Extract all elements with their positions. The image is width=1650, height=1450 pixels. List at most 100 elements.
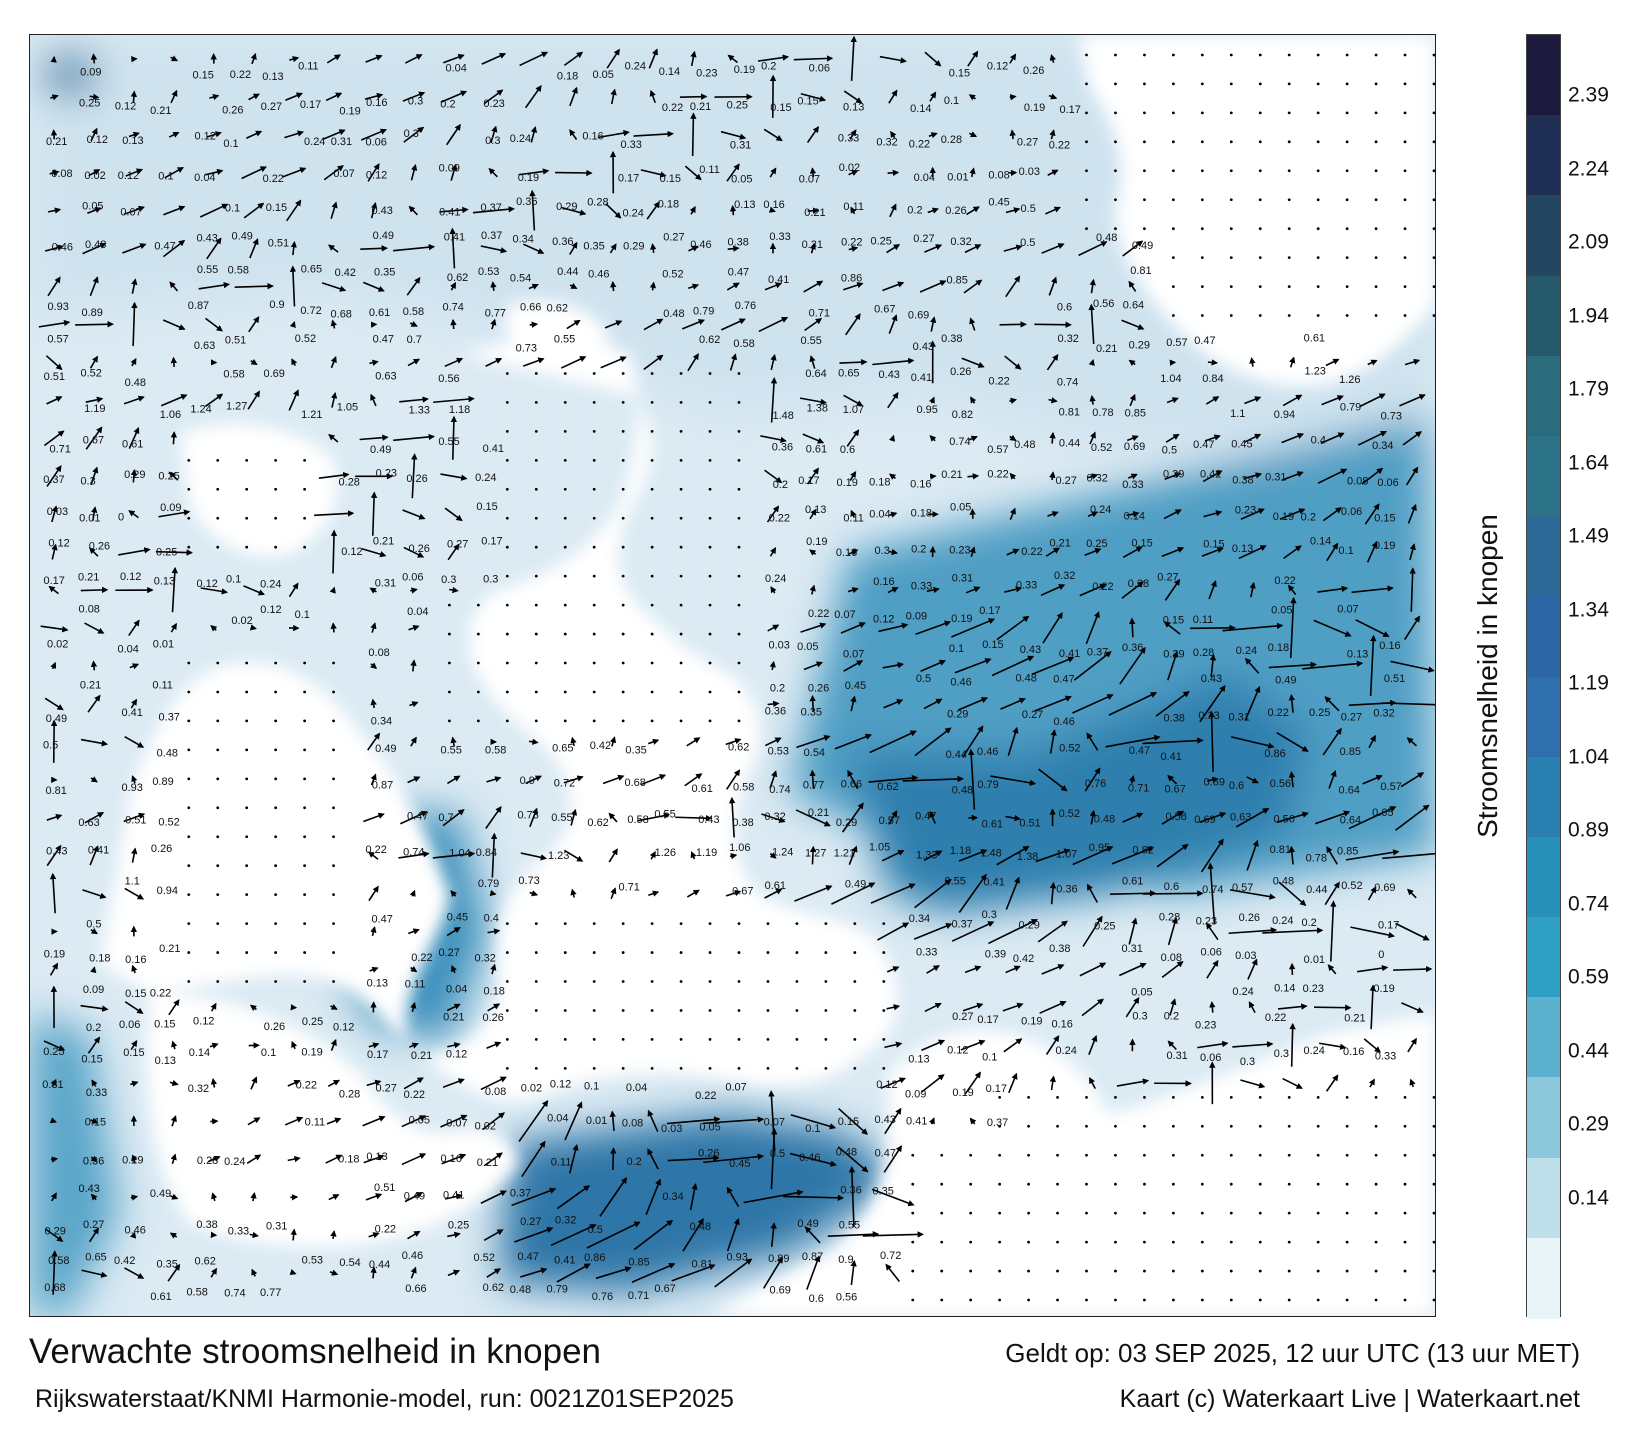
grid-dot: [737, 574, 741, 578]
current-speed-label: 0.37: [480, 202, 501, 214]
current-arrow: [169, 1079, 179, 1087]
grid-dot: [1345, 1095, 1349, 1099]
current-speed-label: 0.46: [950, 677, 971, 689]
grid-dot: [708, 661, 712, 665]
current-arrow: [482, 1112, 505, 1131]
grid-dot: [216, 835, 220, 839]
grid-dot: [505, 1066, 509, 1070]
current-arrow: [839, 358, 868, 366]
current-speed-label: 0.85: [1337, 846, 1358, 858]
current-speed-label: 0.29: [1129, 340, 1150, 352]
grid-dot: [998, 1269, 1002, 1273]
grid-dot: [737, 980, 741, 983]
current-arrow: [782, 1194, 845, 1202]
grid-dot: [853, 1009, 857, 1012]
current-speed-label: 0.41: [984, 876, 1005, 888]
current-speed-label: 0.15: [660, 173, 681, 185]
current-arrow: [929, 810, 936, 824]
current-arrow: [809, 167, 817, 178]
current-speed-label: 0.49: [1275, 674, 1296, 686]
current-arrow: [210, 624, 218, 632]
current-speed-label: 0.3: [485, 135, 500, 147]
current-speed-label: 1.06: [729, 842, 750, 854]
colorbar-tick: 2.09: [1568, 230, 1609, 254]
current-arrow: [684, 165, 702, 181]
current-arrow: [850, 206, 857, 215]
current-arrow: [964, 244, 982, 254]
current-speed-label: 0.23: [376, 468, 397, 480]
grid-dot: [1403, 227, 1407, 231]
current-speed-label: 0.49: [370, 444, 391, 456]
current-arrow: [408, 625, 420, 632]
current-arrow: [1244, 657, 1260, 674]
grid-dot: [592, 922, 596, 926]
grid-dot: [1287, 1095, 1291, 1099]
grid-dot: [1374, 1153, 1378, 1157]
current-arrow: [929, 435, 937, 442]
current-arrow: [486, 1041, 502, 1049]
current-speed-label: 0.29: [556, 201, 577, 213]
current-arrow: [1089, 1077, 1096, 1089]
current-arrow: [643, 318, 664, 331]
current-speed-label: 0.12: [193, 1016, 214, 1028]
current-speed-label: 0.39: [1163, 469, 1184, 481]
current-speed-label: 0.64: [1123, 300, 1144, 312]
current-arrow: [1200, 838, 1224, 873]
grid-dot: [1085, 169, 1088, 173]
colorbar-tick: 0.44: [1568, 1039, 1609, 1062]
current-arrow: [45, 355, 63, 371]
current-arrow: [1390, 660, 1435, 673]
current-arrow: [914, 878, 952, 909]
current-speed-label: 0.6: [840, 444, 855, 456]
current-arrow: [289, 320, 296, 329]
current-speed-label: 0.36: [516, 196, 537, 208]
current-arrow: [408, 928, 420, 935]
current-arrow: [481, 52, 507, 65]
grid-dot: [303, 864, 307, 868]
grid-dot: [766, 980, 770, 983]
current-arrow: [204, 393, 224, 408]
grid-dot: [592, 487, 596, 491]
grid-dot: [274, 893, 278, 897]
current-arrow: [328, 1194, 340, 1201]
current-arrow: [529, 189, 536, 231]
current-arrow: [198, 281, 231, 290]
current-speed-label: 0.15: [982, 639, 1003, 651]
current-speed-label: 0.15: [476, 501, 497, 513]
current-speed-label: 0.14: [1124, 511, 1145, 523]
current-arrow: [1089, 431, 1096, 445]
current-speed-label: 0.26: [222, 105, 243, 117]
current-arrow: [450, 318, 457, 330]
current-speed-label: 0.35: [625, 744, 646, 756]
current-speed-label: 0.61: [1304, 332, 1325, 344]
grid-dot: [1345, 1298, 1349, 1302]
current-arrow: [1164, 472, 1182, 481]
grid-dot: [563, 1066, 567, 1070]
current-speed-label: 0.04: [547, 1112, 568, 1124]
current-speed-label: 0.35: [801, 706, 822, 718]
grid-dot: [563, 458, 567, 462]
current-arrow: [1409, 543, 1416, 561]
current-arrow: [329, 586, 336, 594]
current-arrow: [168, 131, 180, 138]
current-arrow: [446, 926, 461, 937]
current-speed-label: 0.43: [46, 846, 67, 858]
current-arrow: [1041, 243, 1065, 254]
current-arrow: [1206, 959, 1219, 979]
current-arrow: [170, 1153, 177, 1165]
current-arrow: [49, 872, 57, 914]
grid-dot: [1200, 198, 1204, 202]
current-arrow: [872, 357, 915, 366]
grid-dot: [766, 1066, 770, 1070]
grid-dot: [245, 545, 249, 549]
grid-dot: [187, 661, 191, 665]
current-speed-label: 0.48: [1015, 672, 1036, 684]
current-speed-label: 0.03: [1019, 166, 1040, 178]
current-speed-label: 0.67: [1164, 783, 1185, 795]
current-arrow: [848, 549, 859, 556]
grid-dot: [448, 632, 451, 636]
current-speed-label: 0.23: [1235, 505, 1256, 517]
grid-dot: [332, 864, 335, 868]
current-shading: [30, 35, 1435, 1316]
current-arrow: [80, 1004, 109, 1012]
